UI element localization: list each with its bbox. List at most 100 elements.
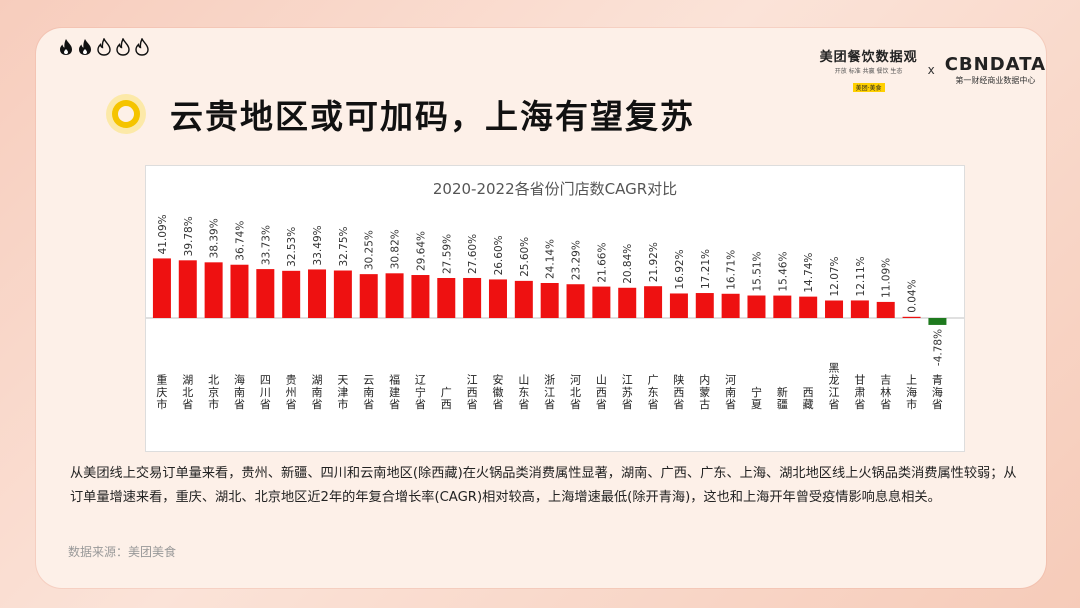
category-label: 广西 bbox=[441, 386, 452, 411]
target-ring-icon bbox=[106, 94, 146, 134]
category-label: 陕西省 bbox=[673, 373, 684, 411]
value-label: 15.46% bbox=[777, 252, 789, 292]
category-label: 吉林省 bbox=[880, 374, 891, 411]
bar-13 bbox=[488, 279, 507, 318]
bar-1 bbox=[178, 260, 197, 318]
meituan-logo-subtitle: 开放 标准 共赢 餐饮 生态 bbox=[834, 68, 903, 75]
category-label: 新疆 bbox=[777, 385, 788, 411]
category-label: 辽宁省 bbox=[415, 374, 426, 411]
category-label: 云南省 bbox=[363, 374, 374, 411]
value-label: 23.29% bbox=[571, 240, 583, 280]
value-label: 14.74% bbox=[803, 253, 815, 293]
value-label: 30.82% bbox=[390, 229, 402, 269]
bar-16 bbox=[566, 284, 585, 318]
brand-logos: 美团餐饮数据观 开放 标准 共赢 餐饮 生态 美团·美食 x CBNDATA 第… bbox=[820, 46, 1046, 94]
bar-22 bbox=[721, 293, 740, 318]
category-label: 江西省 bbox=[467, 374, 478, 411]
bar-19 bbox=[644, 286, 663, 318]
category-label: 江苏省 bbox=[622, 374, 633, 411]
cbndata-logo: CBNDATA 第一财经商业数据中心 bbox=[945, 54, 1046, 86]
category-label: 甘肃省 bbox=[854, 374, 865, 411]
bar-12 bbox=[463, 277, 482, 318]
description-text: 从美团线上交易订单量来看，贵州、新疆、四川和云南地区(除西藏)在火锅品类消费属性… bbox=[70, 466, 1017, 505]
value-label: 21.66% bbox=[596, 243, 608, 283]
category-label: 宁夏 bbox=[751, 385, 762, 411]
category-label: 安徽省 bbox=[492, 373, 503, 411]
category-label: 河北省 bbox=[570, 374, 581, 411]
bar-6 bbox=[308, 269, 327, 318]
category-label: 四川省 bbox=[260, 374, 271, 411]
bar-7 bbox=[333, 270, 352, 318]
value-label: 21.92% bbox=[648, 242, 660, 282]
value-label: 27.60% bbox=[467, 234, 479, 274]
bar-10 bbox=[411, 275, 430, 318]
bar-4 bbox=[256, 269, 275, 318]
category-label: 海南省 bbox=[234, 373, 245, 411]
flame-outline-icon bbox=[135, 38, 149, 56]
category-label: 浙江省 bbox=[544, 374, 555, 411]
value-label: 24.14% bbox=[545, 239, 557, 279]
category-label: 湖北省 bbox=[182, 374, 193, 411]
category-label: 上海市 bbox=[906, 374, 917, 411]
value-label: 32.53% bbox=[286, 227, 298, 267]
value-label: 0.04% bbox=[907, 279, 919, 312]
value-label: 15.51% bbox=[751, 251, 763, 291]
value-label: 32.75% bbox=[338, 226, 350, 266]
bar-26 bbox=[825, 300, 844, 318]
category-label: 山东省 bbox=[518, 374, 529, 411]
value-label: 11.09% bbox=[881, 258, 893, 298]
cagr-bar-chart: 2020-2022各省份门店数CAGR对比 41.09% 重庆市 39.78% 湖北省… bbox=[146, 180, 964, 411]
chart-title: 2020-2022各省份门店数CAGR对比 bbox=[433, 180, 677, 198]
category-label: 河南省 bbox=[725, 374, 736, 411]
category-label: 天津市 bbox=[337, 374, 348, 411]
bar-3 bbox=[230, 264, 249, 318]
heat-rating bbox=[58, 38, 150, 56]
category-label: 北京市 bbox=[208, 374, 219, 411]
category-label: 广东省 bbox=[648, 374, 659, 411]
title-row: 云贵地区或可加码，上海有望复苏 bbox=[104, 90, 695, 138]
bar-20 bbox=[669, 293, 688, 318]
value-label: 41.09% bbox=[157, 214, 169, 254]
bar-9 bbox=[385, 273, 404, 318]
value-label: 33.49% bbox=[312, 225, 324, 265]
bar-27 bbox=[850, 300, 869, 318]
bar-15 bbox=[540, 282, 559, 318]
cbndata-logo-title: CBNDATA bbox=[944, 54, 1046, 75]
value-label: 30.25% bbox=[364, 230, 376, 270]
category-label: 重庆市 bbox=[156, 373, 167, 411]
meituan-food-tag: 美团·美食 bbox=[852, 83, 885, 92]
value-label: 27.59% bbox=[441, 234, 453, 274]
category-label: 青海省 bbox=[932, 374, 943, 411]
bar-18 bbox=[618, 287, 637, 318]
flame-filled-icon bbox=[60, 39, 72, 55]
bar-14 bbox=[514, 280, 533, 318]
value-label: 16.71% bbox=[726, 250, 738, 290]
chart-marks: 41.09% 重庆市 39.78% 湖北省 38.39% 北京市 36.74% 海南省 33.7… bbox=[152, 214, 947, 411]
bar-11 bbox=[437, 277, 456, 318]
category-label: 贵州省 bbox=[286, 374, 297, 411]
bar-5 bbox=[282, 270, 301, 318]
bar-8 bbox=[359, 274, 378, 318]
bar-28 bbox=[876, 301, 895, 318]
bar-29 bbox=[902, 316, 921, 318]
value-label: 39.78% bbox=[183, 216, 195, 256]
bar-24 bbox=[773, 295, 792, 318]
category-label: 福建省 bbox=[389, 373, 400, 411]
bar-17 bbox=[592, 286, 611, 318]
bar-23 bbox=[747, 295, 766, 318]
chart-panel: 2020-2022各省份门店数CAGR对比 41.09% 重庆市 39.78% 湖北省… bbox=[145, 165, 965, 452]
data-source: 数据来源：美团美食 bbox=[68, 545, 177, 559]
value-label: 26.60% bbox=[493, 235, 505, 275]
category-label: 湖南省 bbox=[312, 374, 323, 411]
flame-outline-icon bbox=[116, 38, 130, 56]
value-label: 20.84% bbox=[622, 244, 634, 284]
meituan-logo: 美团餐饮数据观 开放 标准 共赢 餐饮 生态 美团·美食 bbox=[820, 46, 918, 94]
category-label: 山西省 bbox=[596, 374, 607, 411]
category-label: 黑龙江省 bbox=[829, 361, 840, 411]
value-label: 12.07% bbox=[829, 256, 841, 296]
value-label: -4.78% bbox=[932, 329, 944, 366]
bar-21 bbox=[695, 293, 714, 318]
bar-0 bbox=[152, 258, 171, 318]
value-label: 17.21% bbox=[700, 249, 712, 289]
flame-filled-icon bbox=[79, 39, 91, 55]
